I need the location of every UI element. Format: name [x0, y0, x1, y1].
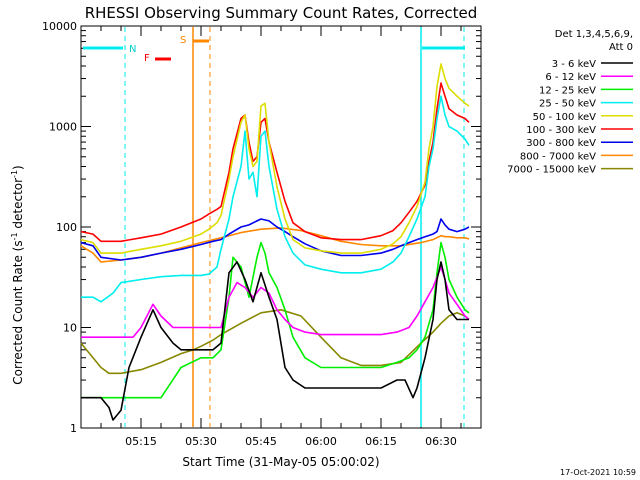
legend-label: 6 - 12 keV [545, 72, 596, 83]
y-tick-label: 1 [70, 422, 77, 435]
series-line-5 [80, 82, 470, 243]
x-tick-label: 06:00 [305, 435, 337, 448]
legend-label: 3 - 6 keV [552, 59, 596, 70]
legend-header-line-1: Det 1,3,4,5,6,9, [555, 29, 633, 40]
y-tick-label: 10 [63, 322, 77, 335]
y-axis-label: Corrected Count Rate (s-1 detector-1) [10, 165, 25, 384]
night-label: N [129, 44, 136, 55]
x-tick-label: 05:15 [125, 435, 157, 448]
legend-label: 50 - 100 keV [533, 112, 597, 123]
series-line-8 [80, 308, 470, 375]
series-line-6 [80, 218, 470, 261]
series-line-3 [81, 95, 470, 303]
y-tick-label: 10000 [42, 20, 77, 33]
axis-ticks: 1 10 100 1000 10000 05:15 05:30 05:45 06:00 06:15… [42, 20, 481, 448]
annotations: N F S [83, 27, 465, 427]
series-line-0 [81, 261, 469, 421]
x-tick-label: 05:30 [185, 435, 217, 448]
legend-label: 12 - 25 keV [539, 85, 596, 96]
series-group [80, 63, 470, 421]
x-axis-label: Start Time (31-May-05 05:00:02) [182, 455, 379, 469]
flare-label: F [144, 53, 150, 64]
legend-label: 300 - 800 keV [526, 138, 596, 149]
series-line-2 [81, 241, 470, 399]
legend: Det 1,3,4,5,6,9, Att 0 3 - 6 keV 6 - 12 k… [507, 29, 633, 176]
x-tick-label: 05:45 [245, 435, 277, 448]
series-line-4 [80, 63, 470, 254]
legend-label: 25 - 50 keV [539, 99, 596, 110]
legend-label: 100 - 300 keV [526, 125, 596, 136]
y-tick-label: 100 [56, 221, 77, 234]
saa-label: S [180, 35, 186, 46]
legend-header-line-2: Att 0 [609, 42, 633, 53]
legend-label: 7000 - 15000 keV [507, 165, 596, 176]
series-line-1 [81, 266, 470, 339]
timestamp: 17-Oct-2021 10:59 [560, 468, 636, 477]
x-tick-label: 06:15 [365, 435, 397, 448]
x-tick-label: 06:30 [425, 435, 457, 448]
legend-label: 800 - 7000 keV [520, 151, 596, 162]
chart-title: RHESSI Observing Summary Count Rates, Co… [85, 4, 478, 22]
y-tick-label: 1000 [49, 121, 77, 134]
